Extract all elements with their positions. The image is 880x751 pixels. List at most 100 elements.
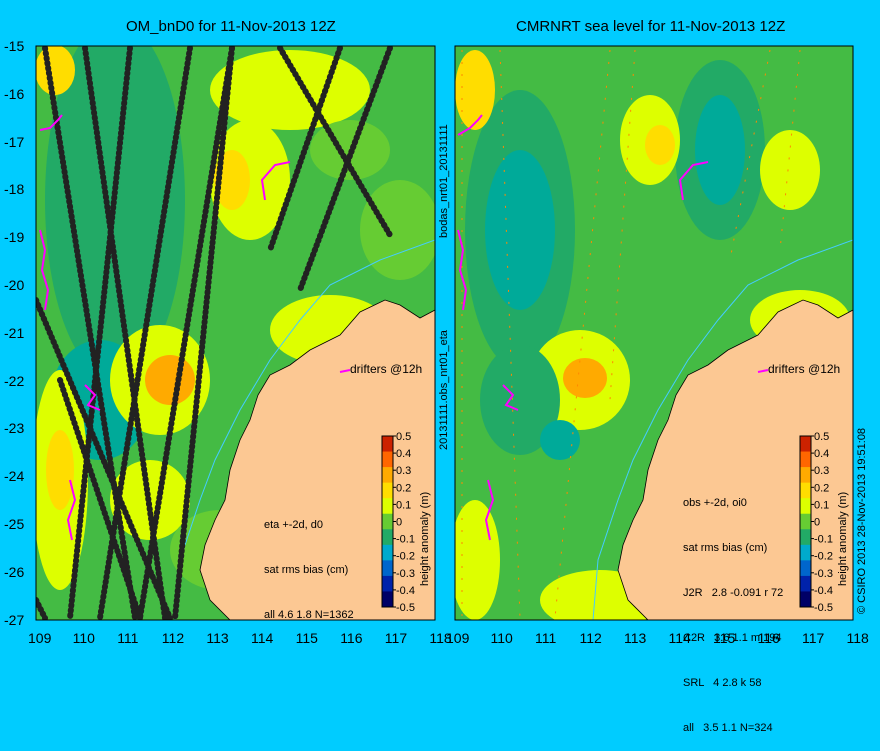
colorbar-swatch (800, 544, 811, 561)
left-lon-tick-label: 113 (206, 630, 229, 646)
colorbar-swatch (382, 544, 393, 561)
left-map-title: OM_bnD0 for 11-Nov-2013 12Z (126, 18, 336, 35)
lat-tick-label: -24 (4, 468, 25, 485)
colorbar-swatch (382, 513, 393, 530)
colorbar-tick-label: 0.5 (396, 431, 411, 443)
left-lon-tick-label: 115 (295, 630, 318, 646)
right-drifters-label: drifters @12h (768, 362, 841, 376)
left-lon-tick-label: 111 (117, 630, 139, 646)
right-stats: obs +-2d, oi0 sat rms bias (cm) J2R 2.8 … (683, 466, 783, 751)
colorbar-tick-label: 0.1 (396, 499, 411, 511)
right-lon-tick-label: 112 (579, 630, 602, 646)
colorbar-tick-label: 0.2 (814, 482, 829, 494)
left-lon-tick-label: 109 (28, 630, 52, 646)
right-map (455, 46, 853, 620)
left-colorbar-label: height anomaly (m) (419, 491, 431, 586)
right-colorbar: 0.5 0.4 0.3 0.2 0.1 0 -0.1 -0.2 -0.3 -0.4 -0.5 (799, 431, 833, 614)
colorbar-swatch (382, 451, 393, 468)
maps-canvas: 0.5 0.4 0.3 0.2 0.1 0 -0.1 -0.2 -0.3 -0.4 -0.5 0.5… (35, 45, 854, 621)
right-lon-tick-label: 113 (624, 630, 647, 646)
colorbar-tick-label: -0.2 (396, 551, 415, 563)
right-stats-line-5: SRL 4 2.8 k 58 (683, 677, 762, 689)
left-colorbar: 0.5 0.4 0.3 0.2 0.1 0 -0.1 -0.2 -0.3 -0.4 -0.5 (381, 431, 415, 614)
lat-tick-label: -17 (4, 133, 25, 150)
left-stats-line-3: all 4.6 1.8 N=1362 (264, 609, 354, 621)
right-lon-tick-label: 118 (846, 630, 869, 646)
right-stats-line-2: sat rms bias (cm) (683, 542, 768, 554)
colorbar-tick-label: -0.4 (396, 585, 415, 597)
colorbar-swatch (800, 560, 811, 577)
lat-tick-label: -19 (4, 229, 25, 246)
lat-tick-label: -25 (4, 516, 25, 532)
left-lon-tick-label: 114 (251, 630, 274, 646)
colorbar-tick-label: 0.4 (814, 448, 829, 460)
colorbar-swatch (382, 560, 393, 577)
colorbar-swatch (382, 498, 393, 515)
colorbar-swatch (382, 436, 393, 453)
right-stats-line-4: C2R 3.6 1.1 m 194 (683, 632, 782, 644)
left-bathy-contour (174, 239, 435, 620)
right-lon-tick-label: 111 (535, 630, 557, 646)
left-lon-tick-label: 117 (384, 630, 408, 646)
colorbar-tick-label: 0.1 (814, 499, 829, 511)
left-map (36, 46, 435, 620)
colorbar-tick-label: -0.5 (814, 602, 833, 614)
left-drifters-label: drifters @12h (350, 362, 423, 376)
right-anomaly-field (455, 50, 850, 620)
lat-tick-label: -21 (4, 324, 25, 341)
colorbar-swatch (800, 513, 811, 530)
copyright-label: © CSIRO 2013 28-Nov-2013 19:51:08 (856, 427, 868, 614)
right-colorbar-label: height anomaly (m) (837, 491, 849, 586)
colorbar-swatch (800, 467, 811, 484)
colorbar-tick-label: 0.5 (814, 431, 829, 443)
right-lon-tick-label: 110 (490, 630, 513, 646)
right-lon-tick-label: 117 (802, 630, 825, 646)
right-lon-tick-label: 116 (757, 630, 780, 646)
colorbar-tick-label: -0.1 (396, 534, 415, 546)
colorbar-tick-label: -0.2 (814, 551, 833, 563)
colorbar-swatch (382, 575, 393, 592)
left-stats-line-1: eta +-2d, d0 (264, 519, 324, 531)
lat-tick-label: -16 (4, 85, 25, 102)
left-lon-tick-label: 116 (340, 630, 363, 646)
lat-tick-label: -15 (4, 38, 25, 54)
lat-tick-label: -27 (4, 611, 25, 628)
colorbar-swatch (800, 529, 811, 546)
left-stats: eta +-2d, d0 sat rms bias (cm) all 4.6 1… (264, 488, 354, 638)
colorbar-tick-label: 0.4 (396, 448, 411, 460)
right-stats-line-6: all 3.5 1.1 N=324 (683, 722, 773, 734)
right-map-title: CMRNRT sea level for 11-Nov-2013 12Z (516, 18, 786, 35)
left-drifters (39, 114, 351, 541)
right-stats-line-3: J2R 2.8 -0.091 r 72 (683, 587, 784, 599)
colorbar-tick-label: 0 (396, 517, 402, 529)
colorbar-swatch (382, 529, 393, 546)
colorbar-swatch (800, 498, 811, 515)
right-lon-tick-label: 115 (713, 630, 736, 646)
right-lon-tick-label: 114 (668, 630, 691, 646)
left-lon-tick-label: 118 (429, 630, 452, 646)
right-lon-tick-label: 109 (446, 630, 470, 646)
colorbar-tick-label: 0.2 (396, 482, 411, 494)
right-drifters (457, 114, 769, 541)
right-stats-line-1: obs +-2d, oi0 (683, 497, 747, 509)
right-bathy-contour (592, 239, 853, 620)
lat-tick-label: -22 (4, 372, 25, 389)
colorbar-tick-label: -0.3 (814, 568, 833, 580)
colorbar-swatch (382, 482, 393, 499)
colorbar-tick-label: -0.1 (814, 534, 833, 546)
colorbar-swatch (382, 591, 393, 608)
lat-tick-label: -20 (4, 277, 25, 293)
lat-tick-label: -26 (4, 563, 25, 580)
middle-top-label: bodas_nrt01_20131111 (438, 124, 450, 238)
colorbar-tick-label: -0.3 (396, 568, 415, 580)
colorbar-tick-label: 0.3 (396, 465, 411, 477)
colorbar-swatch (800, 482, 811, 499)
colorbar-tick-label: -0.5 (396, 602, 415, 614)
right-land (617, 299, 853, 620)
left-satellite-tracks (36, 46, 393, 620)
left-lon-tick-label: 112 (161, 630, 185, 646)
colorbar-swatch (800, 451, 811, 468)
lat-tick-label: -18 (4, 181, 25, 198)
left-stats-line-2: sat rms bias (cm) (264, 564, 349, 576)
middle-bottom-label: 20131111.obs_nrt01_eta (438, 330, 450, 450)
